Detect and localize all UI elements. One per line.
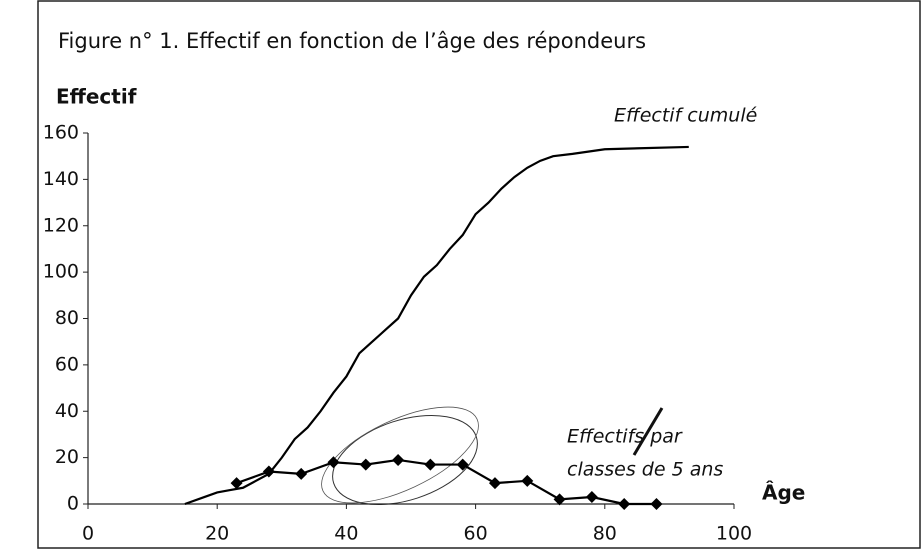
y-tick-label: 160: [43, 122, 79, 144]
x-tick-label: 20: [205, 523, 229, 545]
y-tick-label: 100: [43, 261, 79, 283]
data-point: [456, 458, 469, 471]
x-tick-label: 0: [82, 523, 94, 545]
y-tick-label: 120: [43, 214, 79, 236]
annotation: classes de 5 ans: [567, 459, 723, 481]
data-point: [327, 456, 340, 469]
data-point: [585, 491, 598, 504]
x-axis-label: Âge: [762, 481, 805, 505]
data-point: [424, 458, 437, 471]
x-tick-label: 40: [334, 523, 358, 545]
y-tick-label: 140: [43, 168, 79, 190]
y-tick-label: 80: [55, 307, 79, 329]
y-tick-label: 40: [55, 400, 79, 422]
data-point: [488, 477, 501, 490]
x-tick-label: 60: [464, 523, 488, 545]
hand-drawn-ellipse: [321, 406, 479, 504]
data-point: [230, 477, 243, 490]
hand-drawn-ellipse: [332, 414, 478, 506]
chart-title: Figure n° 1. Effectif en fonction de l’â…: [58, 29, 646, 53]
y-tick-label: 60: [55, 353, 79, 375]
data-line: [184, 145, 689, 506]
y-tick-label: 20: [55, 446, 79, 468]
data-point: [392, 453, 405, 466]
y-tick-label: 0: [67, 493, 79, 515]
data-point: [521, 474, 534, 487]
x-tick-label: 100: [716, 523, 752, 545]
y-axis-label: Effectif: [56, 85, 137, 109]
frame: [37, 0, 921, 549]
annotation: Effectifs par: [567, 426, 683, 448]
data-point: [553, 493, 566, 506]
annotation: Effectif cumulé: [614, 105, 757, 127]
data-point: [359, 458, 372, 471]
data-point: [262, 465, 275, 478]
x-tick-label: 80: [593, 523, 617, 545]
pen-stroke: [632, 407, 664, 456]
data-point: [650, 498, 663, 510]
data-point: [295, 467, 308, 480]
data-point: [618, 498, 631, 510]
